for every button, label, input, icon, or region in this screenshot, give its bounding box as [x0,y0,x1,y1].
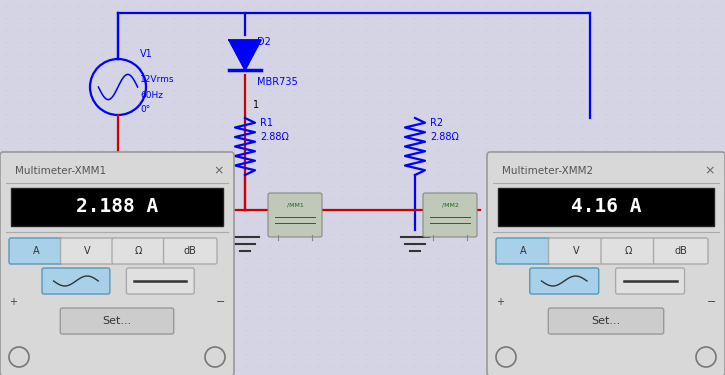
Text: 1: 1 [253,100,259,110]
FancyBboxPatch shape [112,238,165,264]
Text: A: A [33,246,39,256]
Text: ×: × [705,165,716,177]
FancyBboxPatch shape [60,308,174,334]
Text: Ω: Ω [624,246,632,256]
Text: MBR735: MBR735 [257,77,298,87]
FancyBboxPatch shape [549,238,603,264]
Text: +: + [496,297,504,307]
FancyBboxPatch shape [530,268,599,294]
Text: V: V [84,246,91,256]
Text: dB: dB [184,246,196,256]
Text: −: − [708,297,717,307]
Text: 60Hz: 60Hz [140,90,163,99]
Text: 2.88Ω: 2.88Ω [260,132,289,142]
FancyBboxPatch shape [60,238,114,264]
Text: R2: R2 [430,118,443,128]
Text: V: V [573,246,579,256]
Text: 4.16 A: 4.16 A [571,198,641,216]
Text: 0°: 0° [140,105,150,114]
Text: /MM1: /MM1 [286,202,303,207]
FancyBboxPatch shape [601,238,655,264]
Text: R1: R1 [260,118,273,128]
FancyBboxPatch shape [548,308,663,334]
FancyBboxPatch shape [0,152,234,375]
Text: ×: × [214,165,224,177]
FancyBboxPatch shape [653,238,708,264]
FancyBboxPatch shape [9,238,62,264]
FancyBboxPatch shape [42,268,110,294]
Text: D2: D2 [257,37,271,47]
Text: A: A [520,246,526,256]
Text: Set...: Set... [102,316,132,326]
Text: −: − [216,297,225,307]
FancyBboxPatch shape [164,238,217,264]
Text: V1: V1 [140,49,153,59]
Bar [11,188,223,226]
FancyBboxPatch shape [268,193,322,237]
FancyBboxPatch shape [126,268,194,294]
Bar [498,188,714,226]
Text: Multimeter-XMM2: Multimeter-XMM2 [502,166,593,176]
Polygon shape [229,40,261,70]
Text: dB: dB [674,246,687,256]
FancyBboxPatch shape [616,268,684,294]
FancyBboxPatch shape [423,193,477,237]
Text: 12Vrms: 12Vrms [140,75,175,84]
FancyBboxPatch shape [496,238,550,264]
Text: Multimeter-XMM1: Multimeter-XMM1 [15,166,106,176]
Text: 2.188 A: 2.188 A [76,198,158,216]
FancyBboxPatch shape [487,152,725,375]
Text: Set...: Set... [592,316,621,326]
Text: 2.88Ω: 2.88Ω [430,132,459,142]
Text: /MM2: /MM2 [442,202,458,207]
Text: +: + [9,297,17,307]
Text: Ω: Ω [135,246,142,256]
